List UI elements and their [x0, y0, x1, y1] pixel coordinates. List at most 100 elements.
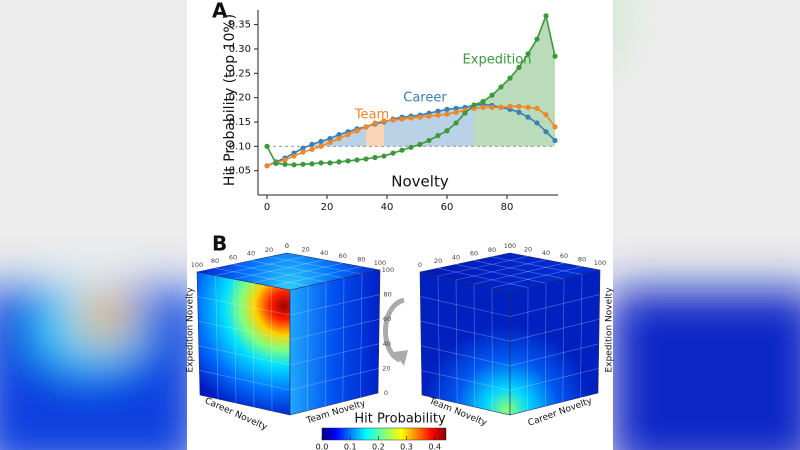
cube-tick-label: 100	[594, 259, 606, 267]
data-point	[552, 53, 558, 59]
area-fill	[321, 138, 330, 147]
data-point	[417, 141, 423, 147]
data-point	[480, 98, 486, 105]
data-point	[300, 161, 306, 167]
cube-tick-label: 60	[229, 253, 237, 261]
area-fill	[393, 117, 402, 147]
cube-right-face	[289, 269, 381, 416]
data-point	[435, 112, 441, 118]
data-point	[390, 150, 396, 156]
cube-tick-label: 40	[542, 249, 550, 257]
data-point	[552, 124, 558, 130]
y-tick-label: 0.20	[229, 93, 251, 104]
face-grid	[421, 345, 511, 367]
data-point	[534, 36, 540, 42]
data-point	[471, 102, 477, 108]
face-grid	[271, 266, 362, 287]
colorbar-tick-label: 0.3	[400, 443, 413, 450]
data-point	[498, 84, 504, 90]
data-point	[426, 113, 432, 119]
rotate-arrow-head	[394, 350, 408, 366]
face-grid	[509, 343, 599, 367]
data-point	[444, 111, 450, 117]
face-grid	[437, 267, 529, 288]
colorbar-tick-label: 0.4	[428, 443, 441, 450]
data-point	[291, 162, 297, 168]
cube-axis-label: Expedition Novelty	[605, 287, 615, 373]
cube-tick-label: 40	[320, 249, 328, 257]
cube-left-face	[419, 271, 511, 416]
data-point	[507, 103, 513, 109]
face-grid	[289, 294, 380, 316]
data-point	[462, 110, 468, 116]
face-grid	[250, 260, 345, 279]
data-point	[318, 160, 324, 166]
area-fill	[474, 101, 483, 147]
area-fill	[465, 105, 474, 147]
data-point	[327, 160, 333, 166]
colorbar-label: Hit Probability	[354, 412, 446, 427]
data-point	[399, 147, 405, 153]
data-point	[435, 108, 441, 114]
cube-tick-label: 100	[504, 242, 516, 250]
data-point	[300, 149, 306, 155]
face-grid	[289, 318, 380, 341]
cube-tick-label: 20	[382, 364, 390, 372]
data-point	[444, 106, 450, 112]
series-label: Career	[403, 91, 447, 106]
y-tick-label: 0.15	[229, 117, 251, 128]
cube-tick-label: 100	[191, 261, 203, 269]
data-point	[507, 75, 513, 81]
face-grid	[252, 262, 343, 284]
face-grid	[491, 256, 583, 275]
face-grid	[215, 256, 306, 276]
x-tick-label: 60	[441, 202, 454, 213]
cube-tick-label: 80	[211, 257, 219, 265]
x-tick-label: 20	[321, 202, 334, 213]
face-grid	[544, 283, 547, 407]
face-grid	[455, 259, 547, 281]
area-fill	[420, 113, 429, 147]
cube-tick-label: 20	[524, 245, 532, 253]
area-fill	[384, 119, 393, 147]
data-point	[336, 132, 342, 138]
data-point	[534, 105, 540, 111]
x-tick-label: 80	[501, 202, 514, 213]
face-grid	[420, 320, 511, 342]
cube-tick-label: 0	[384, 389, 388, 397]
data-point	[264, 163, 270, 169]
area-fill	[492, 86, 501, 147]
area-fill	[456, 107, 465, 147]
cube-tick-label: 40	[383, 340, 391, 348]
x-axis-label: Novelty	[391, 173, 449, 191]
data-point	[552, 137, 558, 144]
data-point	[444, 128, 450, 134]
area-fill	[519, 53, 528, 147]
face-grid	[214, 267, 309, 287]
y-tick-label: 0.30	[229, 44, 251, 55]
face-grid	[197, 296, 291, 316]
face-grid	[233, 279, 237, 404]
cube-tick-label: 80	[383, 291, 391, 299]
face-grid	[234, 259, 325, 280]
data-point	[543, 112, 549, 118]
face-grid	[324, 281, 327, 407]
data-point	[525, 104, 531, 110]
data-point	[336, 159, 342, 165]
face-grid	[580, 274, 583, 398]
area-fill	[528, 39, 537, 147]
rotate-arrow	[383, 297, 405, 363]
area-fill	[402, 116, 411, 147]
data-point	[309, 141, 315, 147]
data-point	[345, 158, 351, 164]
area-fill	[438, 109, 447, 147]
data-point	[516, 109, 522, 115]
data-point	[453, 105, 459, 111]
face-grid	[252, 282, 255, 408]
face-grid	[271, 286, 273, 412]
area-fill	[375, 121, 384, 147]
data-point	[264, 143, 270, 149]
panel-label: A	[212, 0, 228, 23]
